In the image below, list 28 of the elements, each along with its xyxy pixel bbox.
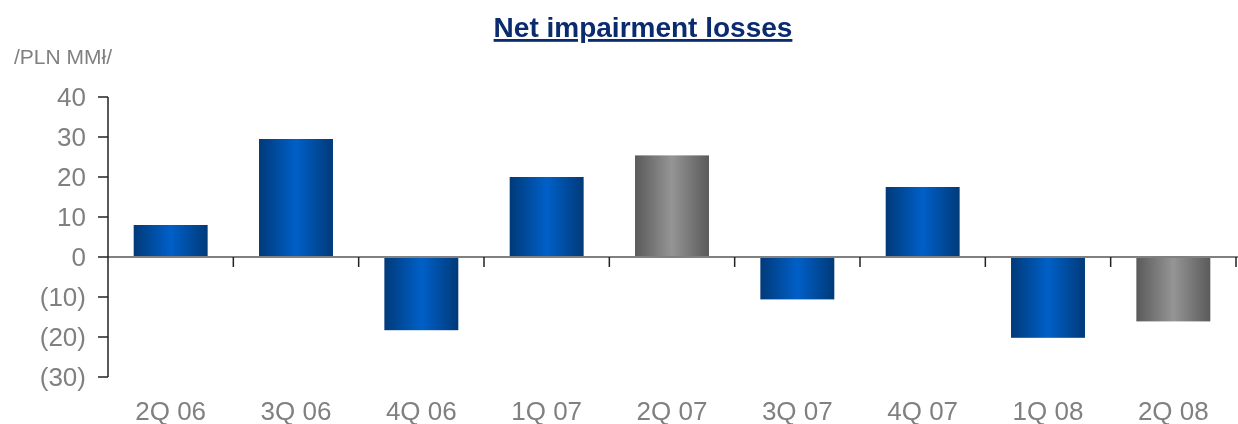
y-tick-label: 10: [57, 202, 86, 232]
bar: [760, 257, 835, 300]
x-tick-label: 3Q 07: [761, 396, 833, 424]
bar: [133, 225, 208, 257]
bar: [885, 187, 960, 257]
x-tick-label: 1Q 08: [1012, 396, 1084, 424]
x-tick-label: 2Q 06: [135, 396, 207, 424]
y-tick-label: (20): [39, 322, 86, 352]
y-tick-label: (10): [39, 282, 86, 312]
bar: [509, 177, 584, 257]
bar: [259, 139, 333, 257]
y-tick-label: (30): [39, 362, 86, 392]
bar: [1011, 257, 1085, 338]
bar: [635, 155, 709, 257]
bar: [1136, 257, 1211, 322]
x-tick-label: 2Q 08: [1137, 396, 1209, 424]
y-tick-label: 30: [57, 122, 86, 152]
x-tick-label: 4Q 07: [887, 396, 959, 424]
x-tick-label: 4Q 06: [385, 396, 457, 424]
y-tick-label: 40: [57, 82, 86, 112]
x-tick-label: 2Q 07: [636, 396, 708, 424]
y-tick-label: 0: [71, 242, 86, 272]
chart-title: Net impairment losses: [493, 12, 793, 43]
x-tick-label: 1Q 07: [511, 396, 583, 424]
y-axis-title: /PLN MMł/: [14, 45, 113, 68]
bar: [384, 257, 459, 331]
y-tick-label: 20: [57, 162, 86, 192]
x-tick-label: 3Q 06: [260, 396, 332, 424]
